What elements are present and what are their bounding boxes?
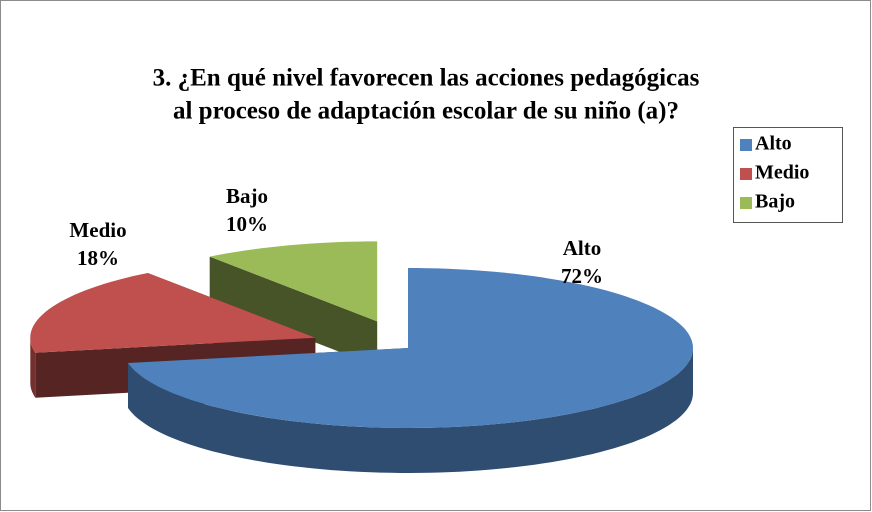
- data-label-value: 18%: [77, 246, 119, 270]
- slice: [30, 273, 316, 353]
- slice: [128, 268, 693, 428]
- data-label-value: 72%: [561, 264, 603, 288]
- data-label-name: Medio: [69, 218, 126, 242]
- chart-title: 3. ¿En qué nivel favorecen las acciones …: [153, 65, 700, 92]
- data-label-name: Bajo: [226, 184, 268, 208]
- legend-label: Bajo: [755, 191, 795, 213]
- legend-swatch: [740, 139, 752, 151]
- slice-side: [30, 337, 36, 398]
- data-label-value: 10%: [226, 212, 268, 236]
- chart-title: al proceso de adaptación escolar de su n…: [173, 98, 679, 125]
- legend-swatch: [740, 168, 752, 180]
- legend-label: Alto: [755, 133, 792, 155]
- data-label-name: Alto: [563, 236, 602, 260]
- slice-side: [128, 348, 693, 473]
- slice: [209, 241, 378, 322]
- slice-side: [209, 256, 378, 367]
- legend-swatch: [740, 197, 752, 209]
- legend-label: Medio: [755, 162, 809, 184]
